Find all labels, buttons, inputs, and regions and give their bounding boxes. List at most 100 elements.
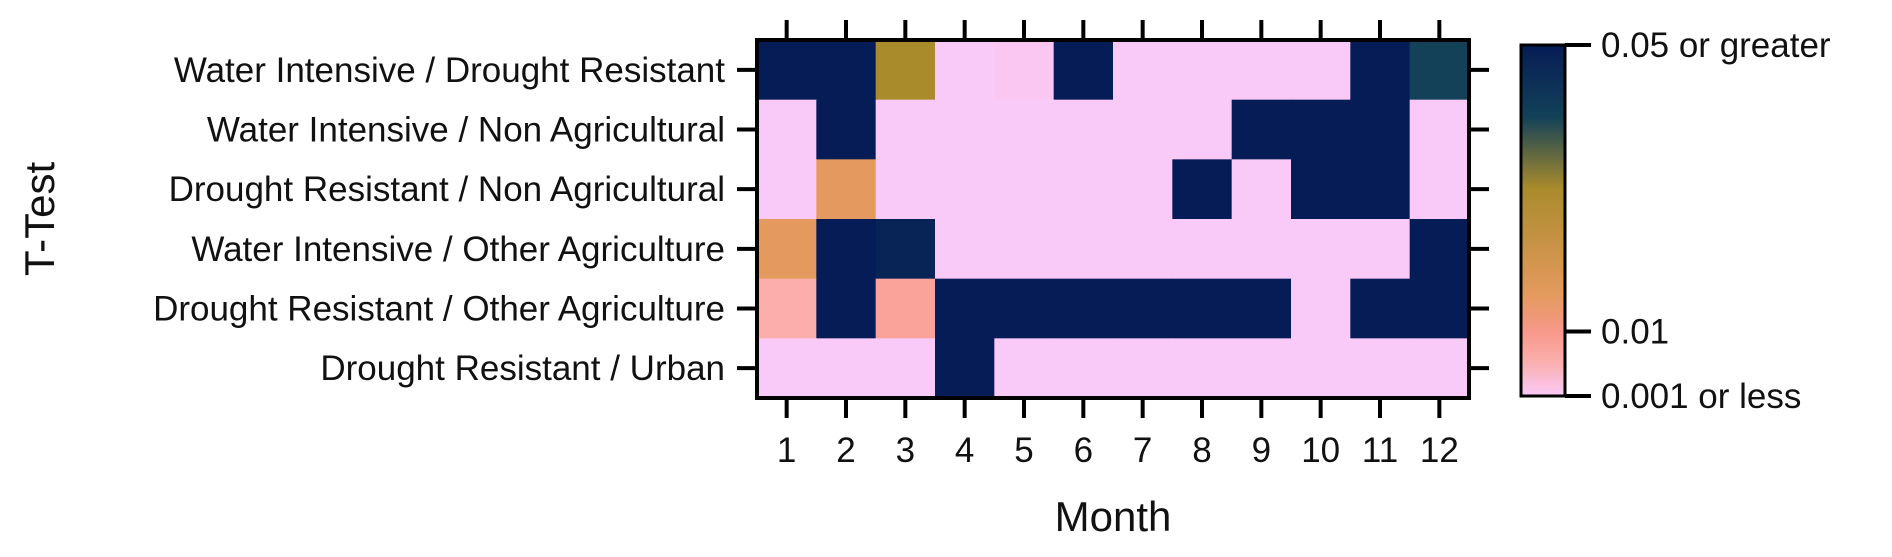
heatmap-cell [1291, 278, 1351, 339]
heatmap-cell [1350, 40, 1411, 101]
heatmap-cell [1291, 159, 1351, 220]
y-tick-labels: Water Intensive / Drought Resistant Water… [153, 51, 725, 388]
heatmap-cell [1291, 99, 1351, 160]
heatmap-cell [875, 40, 936, 101]
x-tick-label: 4 [955, 431, 974, 470]
heatmap-cell [1172, 338, 1233, 399]
heatmap-cell [1409, 159, 1470, 220]
heatmap-cell [994, 99, 1055, 160]
heatmap-cell [816, 338, 877, 399]
heatmap-cell [1350, 159, 1411, 220]
y-tick-label: Drought Resistant / Urban [320, 349, 725, 388]
colorbar-tick-label: 0.01 [1601, 313, 1669, 352]
heatmap-cell [935, 40, 995, 101]
x-tick-label: 11 [1362, 431, 1398, 470]
y-tick-label: Drought Resistant / Non Agricultural [169, 170, 725, 209]
axis-ticks [737, 20, 1489, 418]
heatmap-cell [757, 99, 817, 160]
heatmap-cell [1172, 40, 1233, 101]
heatmap-cell [875, 99, 936, 160]
x-tick-label: 9 [1252, 431, 1271, 470]
colorbar [1519, 43, 1567, 398]
heatmap-cell [994, 278, 1055, 339]
y-tick-label: Water Intensive / Other Agriculture [191, 230, 725, 269]
heatmap-cell [1291, 219, 1351, 280]
colorbar-ticks: 0.05 or greater 0.01 0.001 or less [1565, 26, 1831, 416]
heatmap-cell [875, 219, 936, 280]
x-tick-label: 1 [777, 431, 796, 470]
heatmap-cell [1053, 40, 1114, 101]
heatmap-cell [1231, 159, 1292, 220]
y-axis-title: T-Test [16, 161, 63, 276]
heatmap-cell [994, 219, 1055, 280]
heatmap-cell [875, 338, 936, 399]
heatmap-cell [1053, 99, 1114, 160]
heatmap-cell [1409, 338, 1470, 399]
x-tick-label: 10 [1301, 431, 1340, 470]
y-tick-label: Water Intensive / Non Agricultural [207, 111, 725, 150]
heatmap-cell [1172, 159, 1233, 220]
heatmap-cell [1113, 219, 1173, 280]
x-tick-label: 6 [1074, 431, 1093, 470]
heatmap-cell [1231, 338, 1292, 399]
heatmap-cell [1231, 40, 1292, 101]
colorbar-tick-label: 0.001 or less [1601, 377, 1801, 416]
x-tick-label: 8 [1192, 431, 1211, 470]
heatmap-cell [1409, 40, 1470, 101]
heatmap-cell [757, 40, 817, 101]
x-tick-label: 12 [1420, 431, 1459, 470]
x-tick-label: 7 [1133, 431, 1152, 470]
heatmap-cell [1350, 99, 1411, 160]
x-axis-title: Month [1055, 493, 1172, 540]
heatmap-cell [757, 278, 817, 339]
heatmap-cell [935, 99, 995, 160]
x-tick-label: 2 [836, 431, 855, 470]
heatmap-cell [816, 99, 877, 160]
heatmap-cell [994, 40, 1055, 101]
heatmap-cell [1053, 219, 1114, 280]
colorbar-tick-label: 0.05 or greater [1601, 26, 1831, 65]
heatmap-cell [1113, 338, 1173, 399]
heatmap-cell [1409, 99, 1470, 160]
heatmap-cell [757, 338, 817, 399]
heatmap-cell [1172, 219, 1233, 280]
heatmap-cell [1409, 278, 1470, 339]
heatmap-cell [1113, 278, 1173, 339]
heatmap-cell [1350, 219, 1411, 280]
heatmap-cell [994, 338, 1055, 399]
heatmap-cell [935, 159, 995, 220]
heatmap-cell [757, 159, 817, 220]
heatmap-cell [1291, 40, 1351, 101]
heatmap-cell [1172, 278, 1233, 339]
heatmap-cell [816, 159, 877, 220]
heatmap-cell [1053, 159, 1114, 220]
heatmap-cells [757, 40, 1470, 399]
y-tick-label: Water Intensive / Drought Resistant [174, 51, 725, 90]
heatmap-cell [935, 219, 995, 280]
heatmap-cell [816, 219, 877, 280]
plot-frame [755, 38, 1471, 400]
x-tick-labels: 1 2 3 4 5 6 7 8 9 10 11 12 [777, 431, 1459, 470]
heatmap-cell [1350, 338, 1411, 399]
heatmap-cell [935, 278, 995, 339]
heatmap-cell [1053, 338, 1114, 399]
heatmap-cell [1172, 99, 1233, 160]
heatmap-cell [935, 338, 995, 399]
heatmap-cell [1409, 219, 1470, 280]
heatmap-cell [816, 40, 877, 101]
heatmap-cell [875, 278, 936, 339]
heatmap-cell [1113, 159, 1173, 220]
heatmap-cell [994, 159, 1055, 220]
heatmap-cell [757, 219, 817, 280]
heatmap-cell [816, 278, 877, 339]
heatmap-cell [1113, 99, 1173, 160]
x-tick-label: 3 [896, 431, 915, 470]
heatmap-cell [1291, 338, 1351, 399]
heatmap-cell [1053, 278, 1114, 339]
heatmap-cell [1231, 219, 1292, 280]
heatmap-cell [1231, 99, 1292, 160]
heatmap-cell [1231, 278, 1292, 339]
heatmap-cell [1350, 278, 1411, 339]
